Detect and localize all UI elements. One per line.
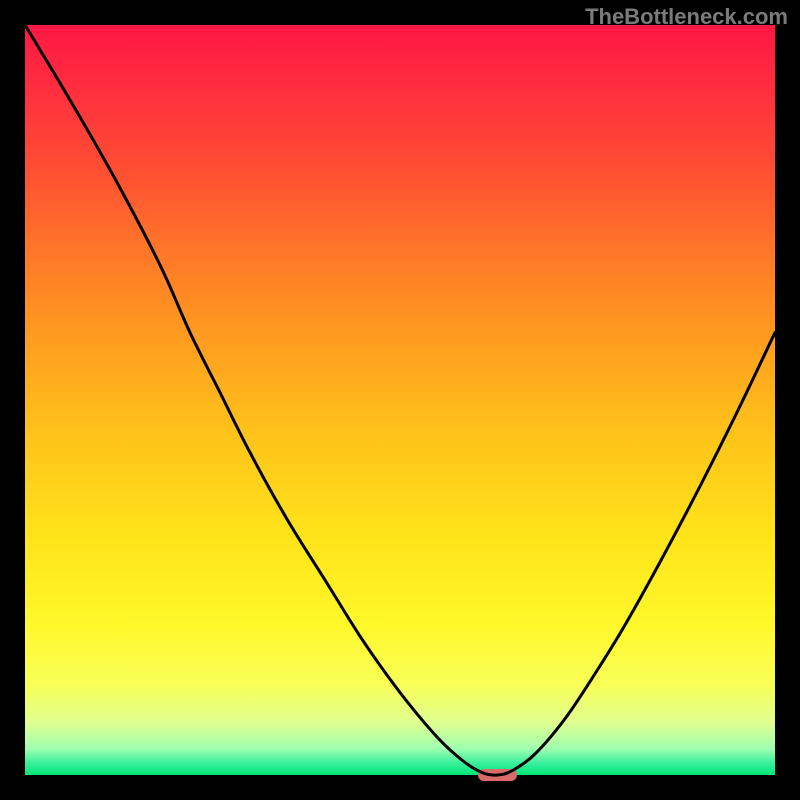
gradient-background xyxy=(25,25,775,775)
bottleneck-curve-chart xyxy=(0,0,800,800)
chart-container: TheBottleneck.com xyxy=(0,0,800,800)
